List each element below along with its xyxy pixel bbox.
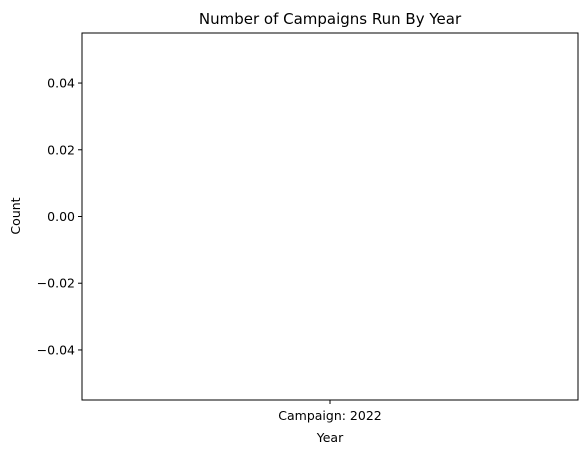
y-tick-label: −0.04 (37, 342, 75, 357)
x-axis: Campaign: 2022 (278, 400, 382, 423)
chart-title: Number of Campaigns Run By Year (199, 10, 462, 28)
y-tick-label: 0.00 (47, 209, 75, 224)
y-tick-label: −0.02 (37, 276, 75, 291)
y-tick-label: 0.04 (47, 76, 75, 91)
x-axis-label: Year (316, 430, 344, 445)
plot-area (81, 32, 579, 401)
x-tick-label: Campaign: 2022 (278, 408, 382, 423)
y-tick-label: 0.02 (47, 142, 75, 157)
y-axis-label: Count (8, 197, 23, 234)
y-axis: 0.04 0.02 0.00 −0.02 −0.04 (37, 76, 82, 357)
